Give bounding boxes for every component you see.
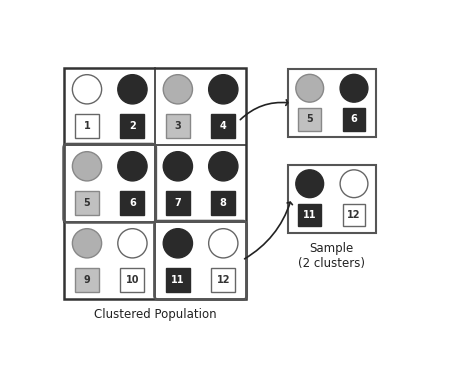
Circle shape — [296, 74, 324, 102]
Bar — [120, 268, 145, 292]
Text: 12: 12 — [347, 210, 361, 220]
Bar — [211, 191, 235, 215]
Bar — [288, 69, 376, 137]
Circle shape — [163, 152, 192, 181]
Text: 11: 11 — [303, 210, 317, 220]
Bar — [166, 191, 190, 215]
Circle shape — [118, 75, 147, 104]
Circle shape — [340, 74, 368, 102]
Bar — [211, 268, 235, 292]
Circle shape — [73, 75, 101, 104]
Text: 8: 8 — [220, 198, 227, 208]
Bar — [64, 68, 246, 299]
Circle shape — [296, 170, 324, 198]
Bar — [120, 114, 145, 138]
Bar — [211, 114, 235, 138]
Text: 4: 4 — [220, 121, 227, 131]
Bar — [166, 268, 190, 292]
Circle shape — [209, 229, 238, 258]
Text: 5: 5 — [306, 115, 313, 125]
Circle shape — [73, 152, 101, 181]
Text: 10: 10 — [126, 275, 139, 285]
Circle shape — [163, 229, 192, 258]
Circle shape — [163, 75, 192, 104]
Bar — [75, 191, 99, 215]
Text: 7: 7 — [174, 198, 181, 208]
Text: 6: 6 — [129, 198, 136, 208]
Circle shape — [340, 170, 368, 198]
Bar — [299, 108, 321, 131]
Text: 5: 5 — [83, 198, 91, 208]
Bar — [343, 108, 365, 131]
Bar — [343, 203, 365, 226]
Text: Sample
(2 clusters): Sample (2 clusters) — [298, 242, 365, 270]
Circle shape — [209, 75, 238, 104]
Text: 3: 3 — [174, 121, 181, 131]
Text: 2: 2 — [129, 121, 136, 131]
Circle shape — [209, 152, 238, 181]
Text: Clustered Population: Clustered Population — [94, 308, 217, 321]
Circle shape — [118, 229, 147, 258]
Bar — [120, 191, 145, 215]
Text: 11: 11 — [171, 275, 184, 285]
Text: 1: 1 — [83, 121, 91, 131]
Text: 6: 6 — [351, 115, 357, 125]
Bar — [75, 268, 99, 292]
Circle shape — [73, 229, 101, 258]
Text: 12: 12 — [217, 275, 230, 285]
Circle shape — [118, 152, 147, 181]
Text: 9: 9 — [83, 275, 91, 285]
Bar — [75, 114, 99, 138]
Bar — [288, 165, 376, 232]
Bar — [166, 114, 190, 138]
Bar — [299, 203, 321, 226]
